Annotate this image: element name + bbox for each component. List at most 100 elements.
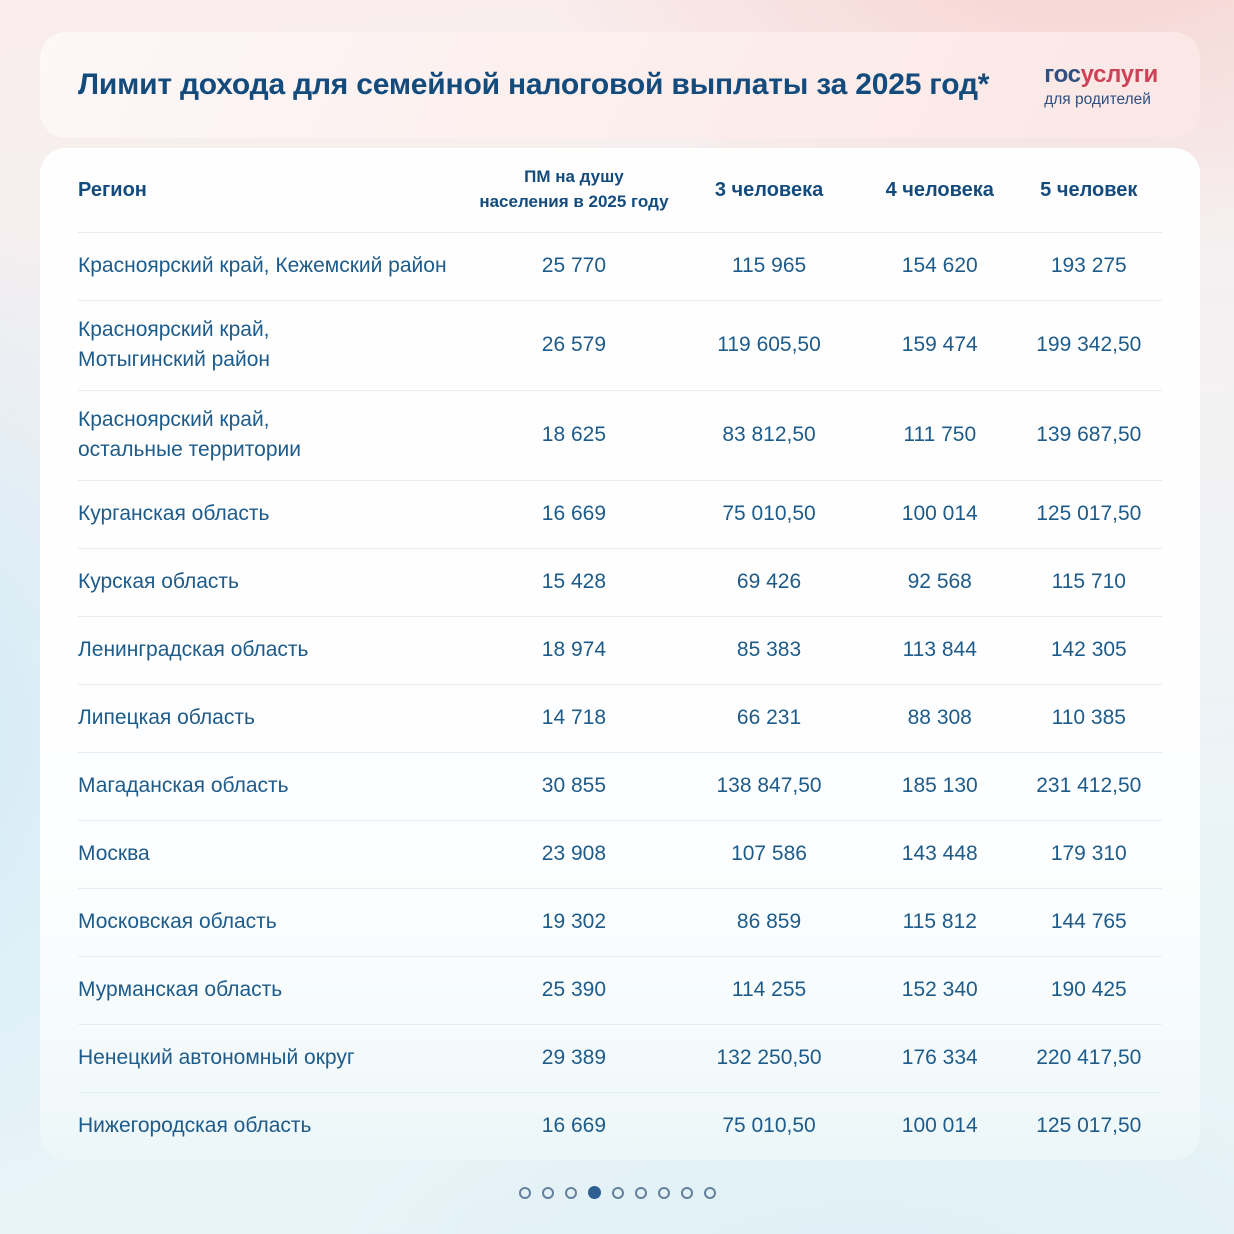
- logo-part-gos: гос: [1044, 60, 1081, 88]
- f3-cell: 83 812,50: [722, 423, 816, 447]
- table-row: Ненецкий автономный округ 29 389 132 250,5…: [78, 1025, 1162, 1092]
- f5-cell: 190 425: [1050, 978, 1127, 1002]
- table-row: Красноярский край, Мотыгинский район 26 5…: [78, 301, 1162, 390]
- table-row: Ленинградская область 18 974 85 383 113 844…: [78, 617, 1162, 684]
- pm-cell: 25 770: [541, 254, 607, 278]
- pm-cell: 18 974: [541, 638, 607, 662]
- pm-cell: 30 855: [541, 774, 607, 798]
- region-cell: Магаданская область: [78, 774, 289, 798]
- region-cell: Ненецкий автономный округ: [78, 1046, 355, 1070]
- f3-cell: 85 383: [736, 638, 802, 662]
- f3-cell: 86 859: [736, 910, 802, 934]
- f4-cell: 159 474: [901, 333, 978, 357]
- pagination-dot[interactable]: [703, 1186, 716, 1199]
- logo-part-uslugi: услуги: [1080, 60, 1159, 88]
- row-divider: [78, 479, 1162, 481]
- f5-cell: 139 687,50: [1036, 423, 1142, 447]
- region-cell: Красноярский край, Мотыгинский район: [78, 318, 270, 372]
- table-row: Красноярский край, остальные территории 1…: [78, 391, 1162, 480]
- f3-cell: 75 010,50: [722, 1114, 816, 1138]
- pagination-dot[interactable]: [680, 1186, 693, 1199]
- f5-cell: 125 017,50: [1036, 502, 1142, 526]
- f5-cell: 231 412,50: [1036, 774, 1142, 798]
- region-cell: Красноярский край, Кежемский район: [78, 254, 447, 278]
- table-row: Московская область 19 302 86 859 115 812 144…: [78, 889, 1162, 956]
- f5-cell: 125 017,50: [1036, 1114, 1142, 1138]
- table-row: Магаданская область 30 855 138 847,50 185 1…: [78, 753, 1162, 820]
- column-header-pm: ПМ на душу населения в 2025 году: [479, 167, 669, 211]
- region-cell: Московская область: [78, 910, 277, 934]
- region-cell: Нижегородская область: [78, 1114, 312, 1138]
- f4-cell: 111 750: [903, 423, 977, 447]
- pm-cell: 15 428: [541, 570, 607, 594]
- pm-cell: 29 389: [541, 1046, 607, 1070]
- f3-cell: 107 586: [731, 842, 807, 866]
- f4-cell: 176 334: [901, 1046, 978, 1070]
- pagination-dot[interactable]: [611, 1186, 624, 1199]
- pm-cell: 16 669: [541, 502, 607, 526]
- f4-cell: 152 340: [901, 978, 978, 1002]
- pagination-dot[interactable]: [657, 1186, 670, 1199]
- f3-cell: 132 250,50: [716, 1046, 822, 1070]
- table-header-row: Регион ПМ на душу населения в 2025 году …: [78, 148, 1162, 232]
- f5-cell: 115 710: [1051, 570, 1126, 594]
- pagination-dot-active[interactable]: [587, 1186, 601, 1199]
- table-row: Курганская область 16 669 75 010,50 100 014…: [78, 481, 1162, 548]
- pm-cell: 18 625: [541, 423, 607, 447]
- column-header-4-people: 4 человека: [885, 178, 994, 201]
- pm-cell: 14 718: [541, 706, 607, 730]
- region-cell: Курская область: [78, 570, 239, 594]
- f5-cell: 220 417,50: [1036, 1046, 1142, 1070]
- header-card: Лимит дохода для семейной налоговой выпл…: [40, 32, 1200, 138]
- f3-cell: 69 426: [736, 570, 802, 594]
- row-divider: [78, 1023, 1162, 1025]
- f3-cell: 119 605,50: [717, 333, 821, 357]
- f5-cell: 193 275: [1050, 254, 1127, 278]
- income-limit-table: Регион ПМ на душу населения в 2025 году …: [40, 148, 1200, 1160]
- region-cell: Липецкая область: [78, 706, 255, 730]
- table-row: Мурманская область 25 390 114 255 152 340 19…: [78, 957, 1162, 1024]
- f3-cell: 114 255: [731, 978, 807, 1002]
- f4-cell: 100 014: [901, 1114, 978, 1138]
- f4-cell: 185 130: [901, 774, 978, 798]
- f3-cell: 138 847,50: [716, 774, 822, 798]
- pagination-dot[interactable]: [634, 1186, 647, 1199]
- header-divider: [78, 232, 1162, 233]
- pagination-dot[interactable]: [541, 1186, 554, 1199]
- table-body: Красноярский край, Кежемский район 25 770…: [78, 233, 1162, 1160]
- row-divider: [78, 683, 1162, 685]
- gosuslugi-logo-wordmark: госуслуги: [1044, 60, 1159, 88]
- f3-cell: 115 965: [731, 254, 807, 278]
- f4-cell: 154 620: [901, 254, 978, 278]
- pm-cell: 16 669: [541, 1114, 607, 1138]
- region-cell: Москва: [78, 842, 150, 866]
- row-divider: [78, 547, 1162, 549]
- f5-cell: 199 342,50: [1036, 333, 1142, 357]
- table-row: Москва 23 908 107 586 143 448 179 310: [78, 821, 1162, 888]
- pm-cell: 19 302: [541, 910, 607, 934]
- f5-cell: 179 310: [1050, 842, 1127, 866]
- row-divider: [78, 1091, 1162, 1093]
- row-divider: [78, 819, 1162, 821]
- f4-cell: 92 568: [907, 570, 972, 594]
- pagination-dot[interactable]: [518, 1186, 531, 1199]
- column-header-5-people: 5 человек: [1040, 178, 1138, 201]
- f5-cell: 110 385: [1051, 706, 1126, 730]
- region-cell: Курганская область: [78, 502, 270, 526]
- row-divider: [78, 389, 1162, 391]
- column-header-region: Регион: [78, 178, 147, 201]
- table-row: Курская область 15 428 69 426 92 568 115 710: [78, 549, 1162, 616]
- row-divider: [78, 615, 1162, 617]
- pm-cell: 25 390: [541, 978, 607, 1002]
- row-divider: [78, 751, 1162, 753]
- page-title: Лимит дохода для семейной налоговой выпл…: [78, 68, 990, 101]
- f3-cell: 75 010,50: [722, 502, 816, 526]
- pagination-dot[interactable]: [564, 1186, 577, 1199]
- f3-cell: 66 231: [736, 706, 802, 730]
- pagination: [0, 1186, 1234, 1199]
- table-row: Липецкая область 14 718 66 231 88 308 110 38…: [78, 685, 1162, 752]
- region-cell: Ленинградская область: [78, 638, 309, 662]
- region-cell: Мурманская область: [78, 978, 283, 1002]
- f5-cell: 142 305: [1050, 638, 1127, 662]
- pm-cell: 23 908: [541, 842, 607, 866]
